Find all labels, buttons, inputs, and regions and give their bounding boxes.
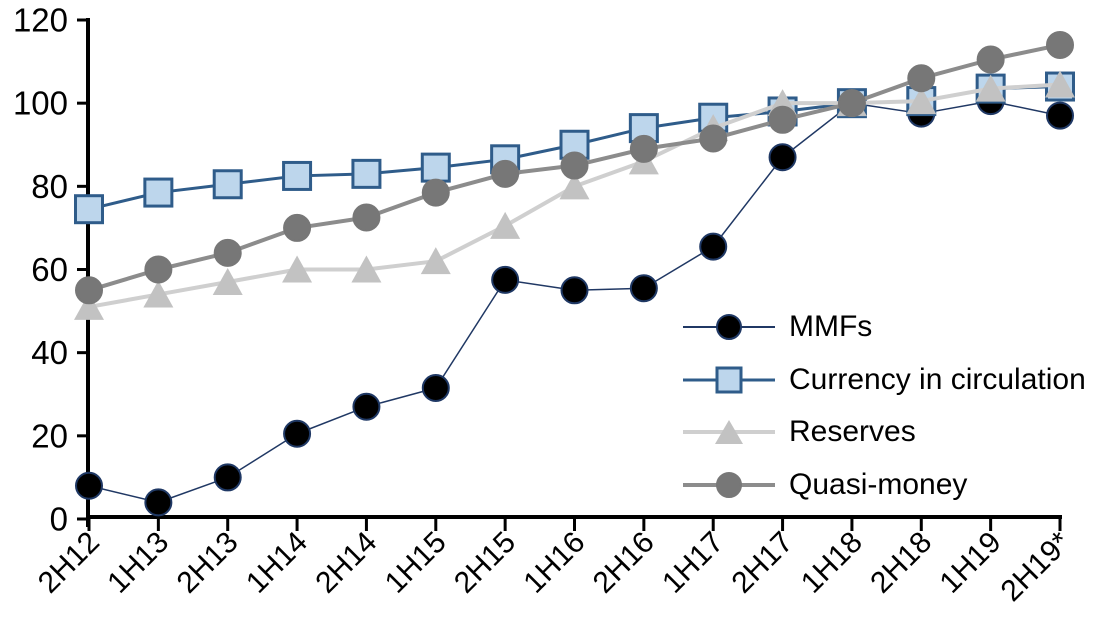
series-mmfs-marker <box>283 419 312 448</box>
series-quasi-money-marker <box>352 203 381 232</box>
quasi-money-marker-icon <box>683 469 775 501</box>
mmfs-marker-icon <box>683 311 775 343</box>
series-reserves-marker <box>490 211 521 239</box>
series-quasi-money-marker <box>491 159 520 188</box>
series-quasi-money-marker <box>75 276 103 305</box>
x-axis-label: 2H19* <box>995 525 1078 608</box>
series-reserves-marker <box>282 255 313 283</box>
x-axis-label: 2H16 <box>587 526 661 600</box>
y-axis-label: 100 <box>13 85 68 122</box>
legend-item-reserves: Reserves <box>683 406 1086 459</box>
series-quasi-money-marker <box>976 45 1005 74</box>
x-axis-label: 1H14 <box>240 526 314 600</box>
series-reserves-marker <box>975 74 1006 102</box>
series-quasi-money-marker <box>699 124 728 153</box>
series-quasi-money-marker <box>837 89 866 118</box>
series-mmfs-marker <box>560 276 589 305</box>
series-reserves-marker <box>212 267 243 295</box>
x-axis-label: 2H13 <box>171 526 245 600</box>
legend-label: Quasi-money <box>789 467 968 501</box>
series-currency-in-circulation-marker <box>351 158 382 189</box>
legend-label: Currency in circulation <box>789 362 1086 396</box>
x-axis-label: 2H18 <box>864 526 938 600</box>
series-quasi-money-marker <box>907 64 936 93</box>
reserves-marker-icon <box>683 416 775 448</box>
x-axis-label: 2H15 <box>448 526 522 600</box>
currency-marker-icon <box>683 364 775 396</box>
y-axis-label: 120 <box>13 2 68 39</box>
series-quasi-money-marker <box>144 255 173 284</box>
series-currency-in-circulation-marker <box>420 152 451 183</box>
y-axis-label: 0 <box>50 501 68 538</box>
series-quasi-money-marker <box>768 105 797 134</box>
x-axis-label: 1H19 <box>934 526 1008 600</box>
series-quasi-money-marker <box>1046 30 1074 59</box>
x-axis-label: 1H18 <box>795 526 869 600</box>
series-reserves-marker <box>351 255 382 283</box>
legend-item-currency-in-circulation: Currency in circulation <box>683 354 1086 407</box>
series-currency-in-circulation-marker <box>74 194 104 225</box>
series-reserves-marker <box>74 292 104 320</box>
series-mmfs-marker <box>421 374 450 403</box>
series-mmfs-marker <box>629 274 658 303</box>
y-axis-label: 60 <box>31 251 68 288</box>
legend-label: Reserves <box>789 415 916 449</box>
series-reserves-marker <box>559 172 590 200</box>
x-axis-label: 1H13 <box>101 526 175 600</box>
series-mmfs-marker <box>75 471 103 500</box>
series-quasi-money-marker <box>421 178 450 207</box>
series-quasi-money-marker <box>560 151 589 180</box>
series-quasi-money-marker <box>283 213 312 242</box>
series-mmfs-marker <box>768 143 797 172</box>
x-axis-label: 2H17 <box>725 526 799 600</box>
x-axis-label: 2H12 <box>32 526 106 600</box>
series-mmfs-marker <box>491 265 520 294</box>
legend-item-quasi-money: Quasi-money <box>683 459 1086 512</box>
y-axis-label: 20 <box>31 417 68 454</box>
series-mmfs-marker <box>144 488 173 517</box>
x-axis-label: 1H16 <box>517 526 591 600</box>
legend-label: MMFs <box>789 310 873 344</box>
series-reserves-marker <box>906 87 937 115</box>
series-mmfs-marker <box>699 232 728 261</box>
series-currency-in-circulation-marker <box>143 177 174 208</box>
series-mmfs-marker <box>1046 101 1074 130</box>
series-currency-in-circulation-marker <box>212 169 243 200</box>
x-axis-label: 2H14 <box>309 526 383 600</box>
y-axis-label: 80 <box>31 168 68 205</box>
legend-item-mmfs: MMFs <box>683 301 1086 354</box>
series-reserves-marker <box>143 280 174 308</box>
series-reserves-marker <box>1045 70 1075 98</box>
legend: MMFs Currency in circulation Reserves Qu… <box>683 301 1086 511</box>
series-currency-in-circulation-marker <box>282 160 313 191</box>
series-quasi-money-marker <box>213 238 242 267</box>
y-axis-label: 40 <box>31 334 68 371</box>
x-axis-label: 1H15 <box>379 526 453 600</box>
series-mmfs-marker <box>213 463 242 492</box>
x-axis-label: 1H17 <box>656 526 730 600</box>
series-reserves-marker <box>420 247 451 275</box>
series-mmfs-marker <box>352 392 381 421</box>
series-quasi-money-marker <box>629 134 658 163</box>
